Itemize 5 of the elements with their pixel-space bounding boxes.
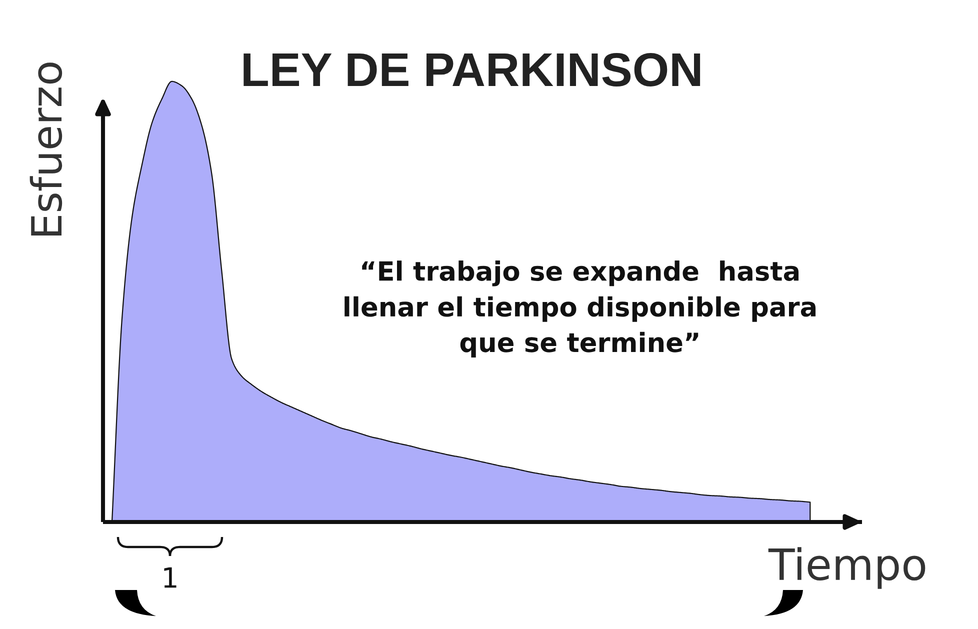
x-axis-title: Tiempo bbox=[768, 547, 926, 589]
annotation: “El trabajo se expande hasta llenar el tiempo disponible para que se termine” bbox=[344, 260, 816, 358]
text: 1 bbox=[164, 567, 176, 588]
y-axis-title: Esfuerzo bbox=[30, 62, 62, 236]
chart-title: LEY DE PARKINSON bbox=[244, 53, 700, 86]
